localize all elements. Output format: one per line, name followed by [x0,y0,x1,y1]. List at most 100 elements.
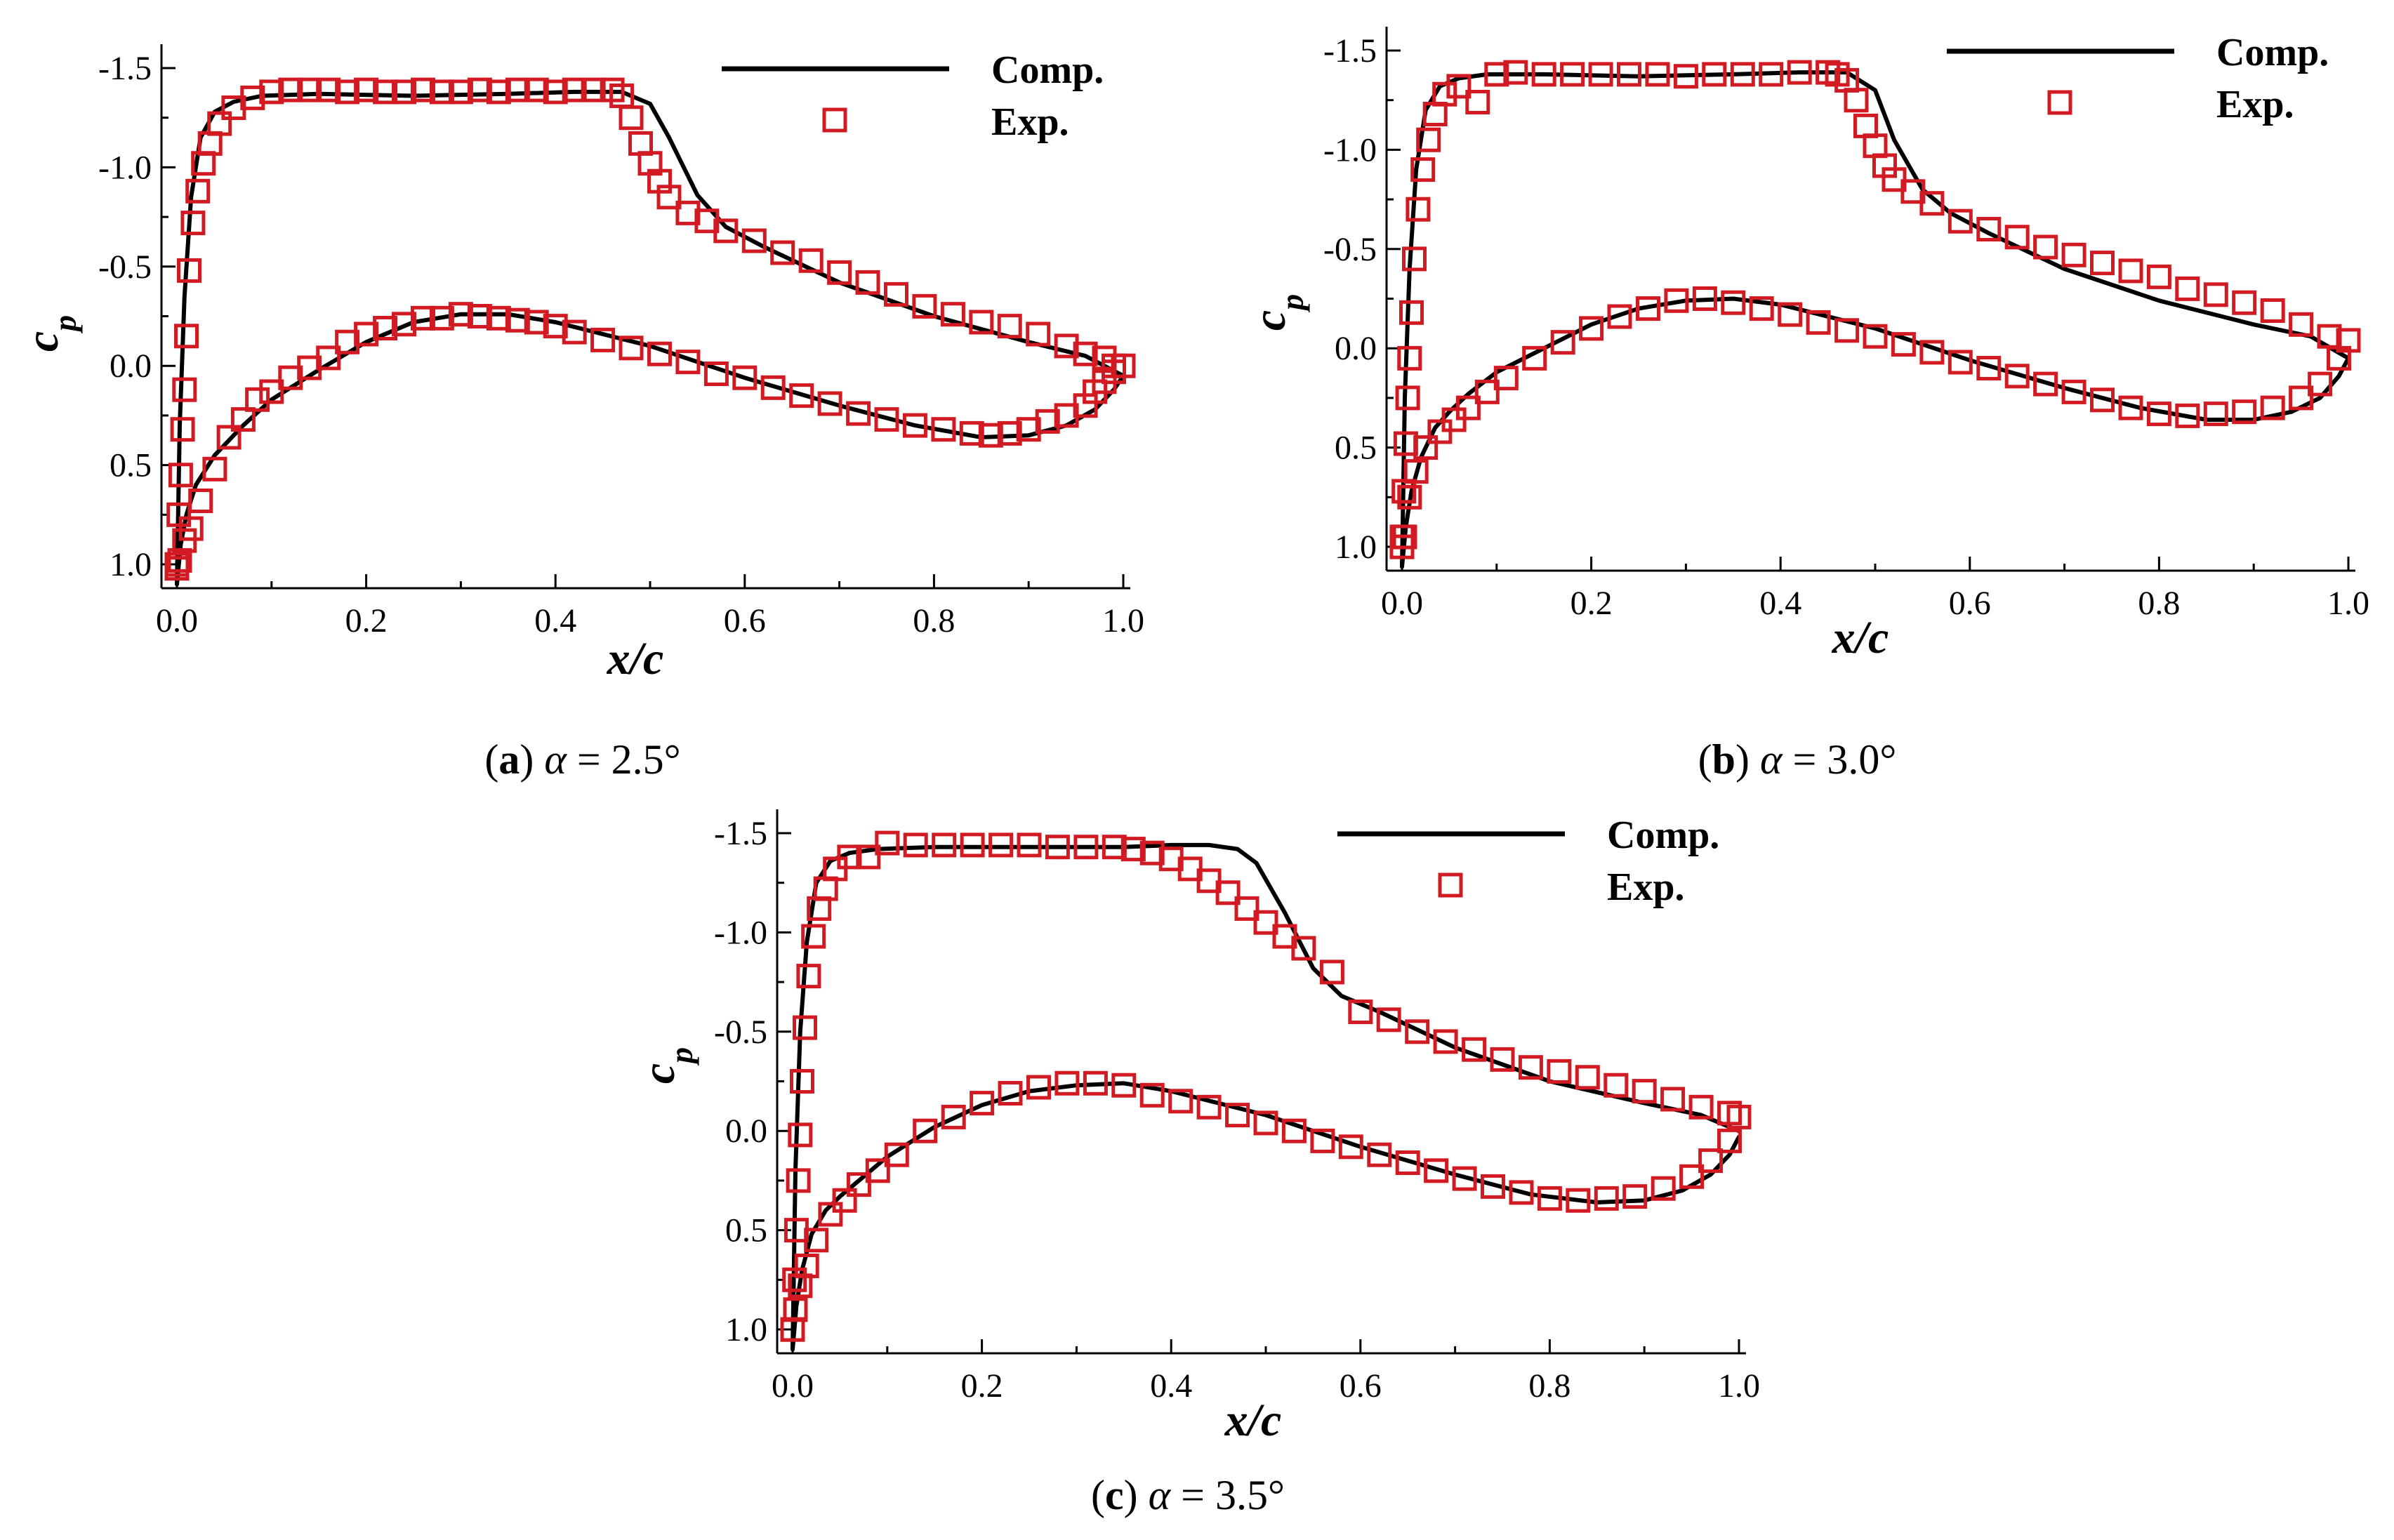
panel-a-exp-marker [245,387,270,412]
panel-b-exp-marker [1702,62,1727,87]
panel-b-exp-marker [1863,133,1888,159]
panel-c-exp-marker [793,1015,817,1040]
panel-b-y-tick-label: 0.0 [1335,330,1377,367]
panel-c-exp-marker [960,832,985,858]
panel-a-exp-marker [713,218,739,244]
panel-a-x-tick-label: 1.0 [1102,602,1144,639]
panel-c-exp-marker [1253,1110,1278,1136]
panel-a-exp-marker [770,240,795,265]
panel-c-exp-marker [1575,1065,1600,1090]
panel-b-exp-marker [1664,288,1689,313]
panel-b-exp-marker [2033,234,2058,260]
panel-a-exp-marker [1102,359,1126,385]
panel-c-exp-marker [1547,1058,1572,1084]
panel-c-exp-marker [1102,835,1127,860]
panel-c-legend-exp-label: Exp. [1607,865,1685,909]
panel-c-exp-marker [875,830,900,856]
panel-a-exp-marker [202,456,227,482]
panel-b-exp-marker [1853,113,1878,138]
panel-a-exp-marker [429,79,454,105]
panel-b-exp-marker [2004,364,2030,389]
panel-b-exp-marker [1787,60,1812,85]
panel-b-exp-marker [1891,332,1916,357]
panel-b-exp-marker [1392,524,1417,550]
panel-a-exp-marker [1073,341,1098,366]
panel-c-exp-marker [786,1168,811,1193]
panel-b-exp-marker [1617,62,1641,87]
panel-b-x-tick-label: 0.0 [1381,585,1423,622]
panel-a-y-tick-label: -0.5 [98,248,152,286]
panel-a-exp-marker [647,341,672,366]
panel-a-exp-marker [168,463,193,488]
panel-a-exp-marker [178,516,204,541]
panel-c-exp-marker [1139,1082,1165,1108]
panel-c-exp-marker [1566,1188,1591,1213]
panel-c-exp-marker [1026,1075,1051,1100]
panel-c-y-tick-label: -0.5 [714,1014,767,1051]
panel-c-y-tick-label: -1.5 [714,815,767,852]
panel-b-exp-marker [2232,399,2257,425]
panel-b-legend-exp-marker [2047,90,2072,115]
panel-a-exp-marker [969,310,994,335]
panel-b-exp-marker [2232,290,2257,315]
panel-a-exp-marker [259,79,284,105]
panel-b-exp-marker [1474,379,1500,404]
panel-a-exp-marker [524,77,549,102]
panel-b-exp-marker [2061,379,2087,404]
panel-b-exp-marker [1947,350,1973,375]
panel-a-exp-marker [373,79,398,105]
panel-b-legend-exp-label: Exp. [2216,83,2294,126]
panel-b-comp-line-0 [1400,70,2350,569]
panel-c-exp-marker [1120,837,1146,862]
panel-c-exp-marker [818,1202,843,1227]
panel-c-exp-marker [1660,1087,1686,1112]
panel-c-y-tick-label: 0.5 [725,1212,767,1249]
panel-c-exp-marker [988,832,1014,858]
panel-c-exp-marker [788,1122,813,1148]
panel-b-exp-marker [1406,197,1431,222]
panel-b-xlabel: x/c [1832,612,1889,663]
panel-a-exp-marker [505,307,530,333]
panel-c-exp-marker [1348,1000,1373,1024]
panel-b-exp-marker [2203,401,2228,427]
panel-b-exp-marker [2090,387,2115,413]
panel-b-exp-marker [1399,300,1424,325]
panel-a-xlabel: x/c [607,633,664,684]
panel-c-exp-marker [941,1104,966,1129]
panel-a-exp-marker [172,377,197,402]
panel-a-exp-marker [562,319,587,345]
panel-a: 0.0 0.2 0.4 0.6 0.8 1.0-1.5-1.0-0.50.00.51.0 … [17,44,1144,783]
panel-b-exp-marker [1749,296,1774,321]
panel-a-exp-marker [997,420,1022,446]
panel-a-exp-marker [940,302,965,327]
panel-c-comp-line-1 [791,1081,1741,1352]
panel-b-x-tick-label: 0.2 [1570,585,1613,622]
panel-c-exp-marker [1717,1128,1742,1153]
panel-c-exp-marker [1594,1186,1619,1211]
panel-b-legend-comp-label: Comp. [2216,31,2329,74]
panel-a-exp-marker [619,336,644,361]
panel-b-exp-marker [2175,276,2200,301]
panel-c-exp-marker [1651,1176,1676,1201]
panel-b-x-tick-label: 0.4 [1759,585,1801,622]
panel-a-exp-marker [392,312,416,337]
panel-c-exp-marker [1452,1166,1477,1191]
panel-b-exp-marker [1730,62,1755,87]
panel-a-exp-marker [524,310,549,335]
panel-c-exp-marker [1168,1089,1193,1114]
panel-c-exp-marker [1726,1104,1752,1129]
panel-b-y-tick-label: 0.5 [1335,430,1377,467]
panel-b-exp-marker [1607,304,1632,329]
panel-b-y-tick-label: -1.5 [1323,32,1377,69]
panel-b-x-tick-label: 0.8 [2138,585,2180,622]
panel-a-exp-marker [448,302,473,327]
panel-b-exp-marker [1778,302,1803,327]
panel-a-exp-marker [628,131,653,156]
panel-c-exp-marker [1225,1103,1250,1128]
panel-c-exp-marker [913,1118,938,1143]
panel-c-exp-marker [832,1188,857,1213]
panel-b-exp-marker [1976,356,2002,380]
panel-b-exp-marker [1522,345,1547,371]
panel-a-exp-marker [978,423,1003,448]
